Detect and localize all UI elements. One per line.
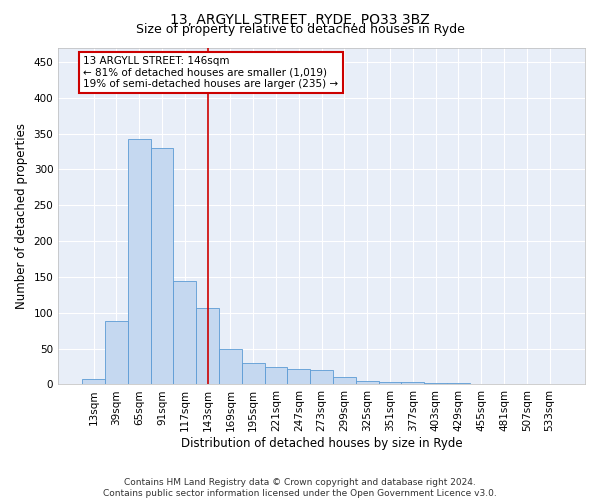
- Text: Size of property relative to detached houses in Ryde: Size of property relative to detached ho…: [136, 22, 464, 36]
- Bar: [219, 348, 242, 384]
- Bar: [424, 383, 447, 384]
- Bar: [173, 280, 196, 384]
- Bar: [242, 363, 265, 384]
- Text: 13 ARGYLL STREET: 146sqm
← 81% of detached houses are smaller (1,019)
19% of sem: 13 ARGYLL STREET: 146sqm ← 81% of detach…: [83, 56, 338, 90]
- Bar: [333, 378, 356, 384]
- Bar: [356, 381, 379, 384]
- Bar: [105, 322, 128, 384]
- Text: 13, ARGYLL STREET, RYDE, PO33 3BZ: 13, ARGYLL STREET, RYDE, PO33 3BZ: [170, 12, 430, 26]
- Bar: [287, 368, 310, 384]
- Text: Contains HM Land Registry data © Crown copyright and database right 2024.
Contai: Contains HM Land Registry data © Crown c…: [103, 478, 497, 498]
- Bar: [401, 382, 424, 384]
- X-axis label: Distribution of detached houses by size in Ryde: Distribution of detached houses by size …: [181, 437, 463, 450]
- Y-axis label: Number of detached properties: Number of detached properties: [15, 123, 28, 309]
- Bar: [447, 383, 470, 384]
- Bar: [379, 382, 401, 384]
- Bar: [265, 366, 287, 384]
- Bar: [151, 148, 173, 384]
- Bar: [128, 138, 151, 384]
- Bar: [310, 370, 333, 384]
- Bar: [196, 308, 219, 384]
- Bar: [82, 378, 105, 384]
